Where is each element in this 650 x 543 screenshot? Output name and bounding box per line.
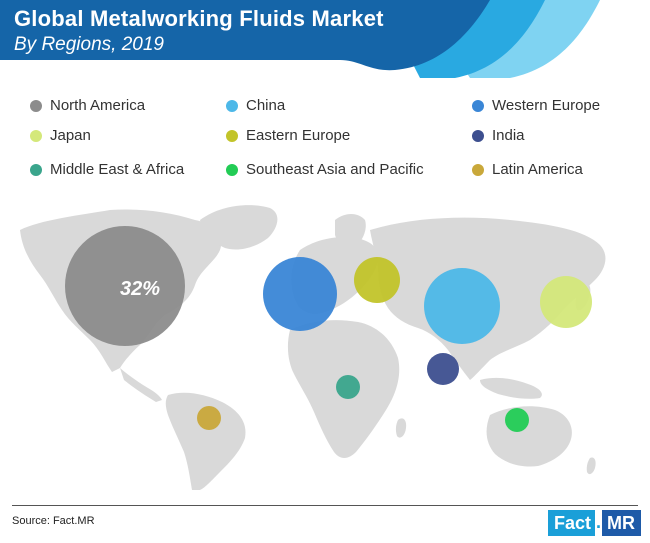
continent-new-zealand [586,457,596,475]
legend-swatch [472,163,484,176]
world-map: 32% [20,205,606,490]
legend-label: Japan [50,127,91,144]
chart-subtitle: By Regions, 2019 [14,34,164,55]
legend-item-middle-east-africa: Middle East & Africa [30,161,184,178]
legend-label: China [246,97,286,114]
legend-item-eastern-europe: Eastern Europe [226,127,350,144]
bubble-latin-america [197,406,221,430]
continent-southeast-asia-islands [480,377,542,399]
legend-swatch [472,129,484,142]
legend-item-southeast-asia-pacific: Southeast Asia and Pacific [226,161,424,178]
logo-mr-text: MR [602,510,642,536]
legend-label: Southeast Asia and Pacific [246,161,424,178]
legend-swatch [226,129,238,142]
legend-item-china: China [226,97,285,114]
legend-item-japan: Japan [30,127,91,144]
bubble-china [424,268,500,344]
continent-australia [486,406,572,467]
bubble-middle-east-africa [336,375,360,399]
source-note: Source: Fact.MR [12,515,95,527]
legend-item-north-america: North America [30,97,145,114]
bubble-southeast-asia-pacific [505,408,529,432]
logo-dot-text: . [596,512,602,532]
header-background [0,0,600,78]
legend-label: North America [50,97,146,114]
legend-item-latin-america: Latin America [472,161,583,178]
continent-south-america [165,392,246,490]
bubble-india [427,353,459,385]
legend-swatch [472,99,484,112]
bubble-label-north-america: 32% [120,278,160,300]
bubble-eastern-europe [354,257,400,303]
legend-label: Latin America [492,161,583,178]
continent-scandinavia [335,214,366,249]
factmr-logo: Fact . MR [548,510,642,536]
header-banner: Global Metalworking Fluids Market By Reg… [0,0,650,80]
continent-greenland [200,205,278,250]
bubble-north-america [65,226,185,346]
bubble-japan [540,276,592,328]
legend-swatch [30,99,42,112]
chart-title: Global Metalworking Fluids Market [14,6,384,31]
legend-label: Western Europe [492,97,601,114]
footer-divider [12,505,638,506]
legend-swatch [30,129,42,142]
legend-swatch [226,163,238,176]
legend-label: India [492,127,525,144]
continent-madagascar [395,418,407,438]
legend-label: Middle East & Africa [50,161,185,178]
logo-fact-text: Fact [548,510,596,536]
continent-central-america [120,368,162,402]
legend-swatch [30,163,42,176]
legend-swatch [226,99,238,112]
bubble-western-europe [263,257,337,331]
legend-item-western-europe: Western Europe [472,97,600,114]
header-band-dark [0,0,490,71]
legend-label: Eastern Europe [246,127,351,144]
legend-item-india: India [472,127,525,144]
legend: North America China Western Europe Japan… [0,90,650,190]
